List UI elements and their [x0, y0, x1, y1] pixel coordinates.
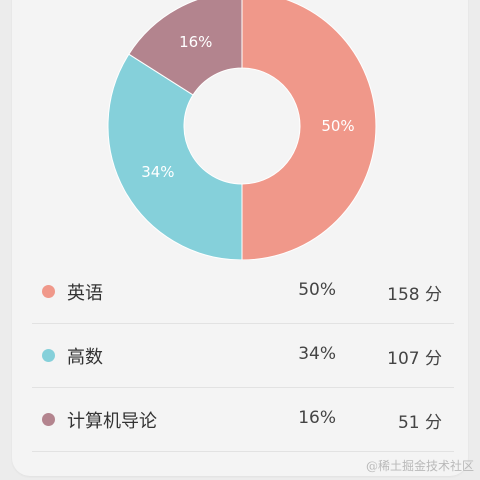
donut-slice-label-0: 50% — [321, 117, 354, 135]
chart-legend: 英语 50% 158 分 高数 34% 107 分 计算机导论 16% 51 分 — [32, 260, 454, 452]
legend-name-math: 高数 — [67, 347, 103, 368]
legend-dot-cs-intro — [42, 413, 55, 426]
legend-value-english: 158 分 — [387, 285, 442, 305]
donut-chart: 50% 34% 16% — [107, 0, 377, 260]
legend-dot-english — [42, 285, 55, 298]
donut-slice-label-2: 16% — [179, 33, 212, 51]
legend-row-math: 高数 34% 107 分 — [32, 324, 454, 388]
legend-row-cs-intro: 计算机导论 16% 51 分 — [32, 388, 454, 452]
legend-value-math: 107 分 — [387, 349, 442, 369]
donut-slice-label-1: 34% — [141, 163, 174, 181]
legend-percent-cs-intro: 16% — [298, 408, 336, 428]
legend-row-english: 英语 50% 158 分 — [32, 260, 454, 324]
legend-value-cs-intro: 51 分 — [397, 413, 442, 433]
donut-slice-2 — [128, 0, 243, 96]
legend-percent-math: 34% — [298, 344, 336, 364]
watermark: @稀土掘金技术社区 — [365, 459, 474, 473]
donut-slice-0 — [241, 0, 377, 260]
legend-name-cs-intro: 计算机导论 — [67, 411, 157, 432]
legend-name-english: 英语 — [67, 283, 103, 304]
legend-percent-english: 50% — [298, 280, 336, 300]
donut-slice-1 — [107, 53, 243, 260]
legend-dot-math — [42, 349, 55, 362]
